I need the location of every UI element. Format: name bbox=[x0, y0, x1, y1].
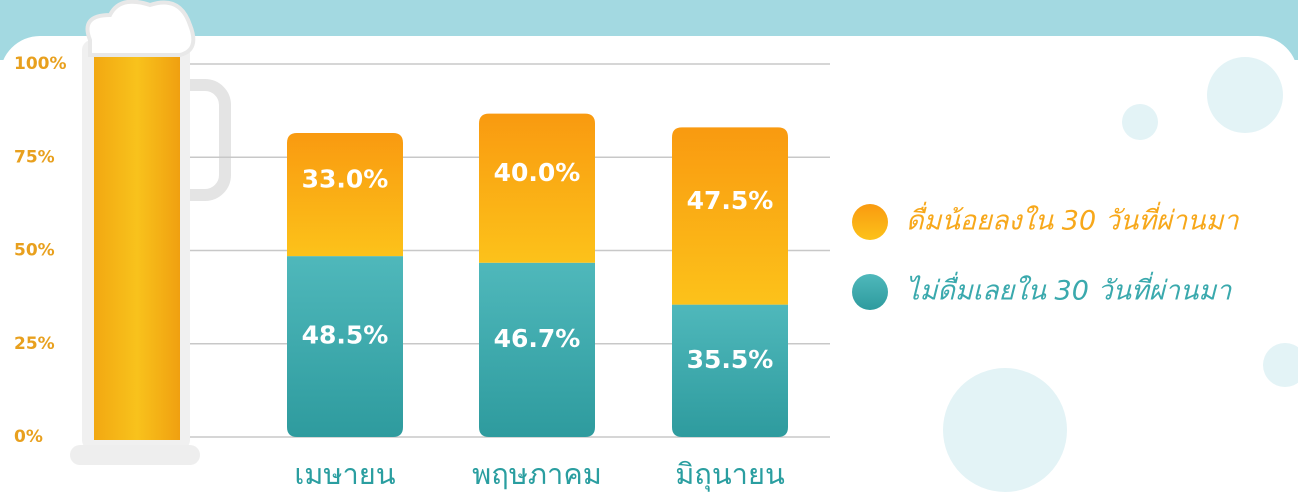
bar-segment bbox=[672, 127, 788, 305]
bar-segment bbox=[287, 256, 403, 437]
x-tick-label: พฤษภาคม bbox=[472, 457, 602, 491]
y-tick-label: 50% bbox=[14, 241, 55, 261]
value-label: 47.5% bbox=[687, 186, 774, 215]
bar-segment bbox=[672, 304, 788, 437]
panel bbox=[0, 36, 1298, 499]
bar-segment bbox=[479, 262, 595, 437]
value-label: 33.0% bbox=[302, 165, 389, 194]
legend-label: ดื่มน้อยลงใน 30 วันที่ผ่านมา bbox=[906, 202, 1239, 237]
x-tick-label: เมษายน bbox=[294, 457, 395, 491]
y-tick-label: 0% bbox=[14, 427, 43, 447]
legend-marker bbox=[852, 204, 888, 240]
value-label: 40.0% bbox=[494, 158, 581, 187]
bar-segment bbox=[479, 113, 595, 263]
value-label: 35.5% bbox=[687, 345, 774, 374]
legend-marker bbox=[852, 274, 888, 310]
x-tick-label: มิถุนายน bbox=[675, 457, 785, 492]
y-tick-label: 25% bbox=[14, 334, 55, 354]
value-label: 46.7% bbox=[494, 324, 581, 353]
legend-label: ไม่ดื่มเลยใน 30 วันที่ผ่านมา bbox=[906, 272, 1232, 307]
bar-segment bbox=[287, 133, 403, 257]
y-tick-label: 75% bbox=[14, 147, 55, 167]
value-label: 48.5% bbox=[302, 321, 389, 350]
virus-decor bbox=[943, 57, 1298, 492]
beer-mug bbox=[70, 0, 231, 465]
y-tick-label: 100% bbox=[14, 54, 67, 74]
